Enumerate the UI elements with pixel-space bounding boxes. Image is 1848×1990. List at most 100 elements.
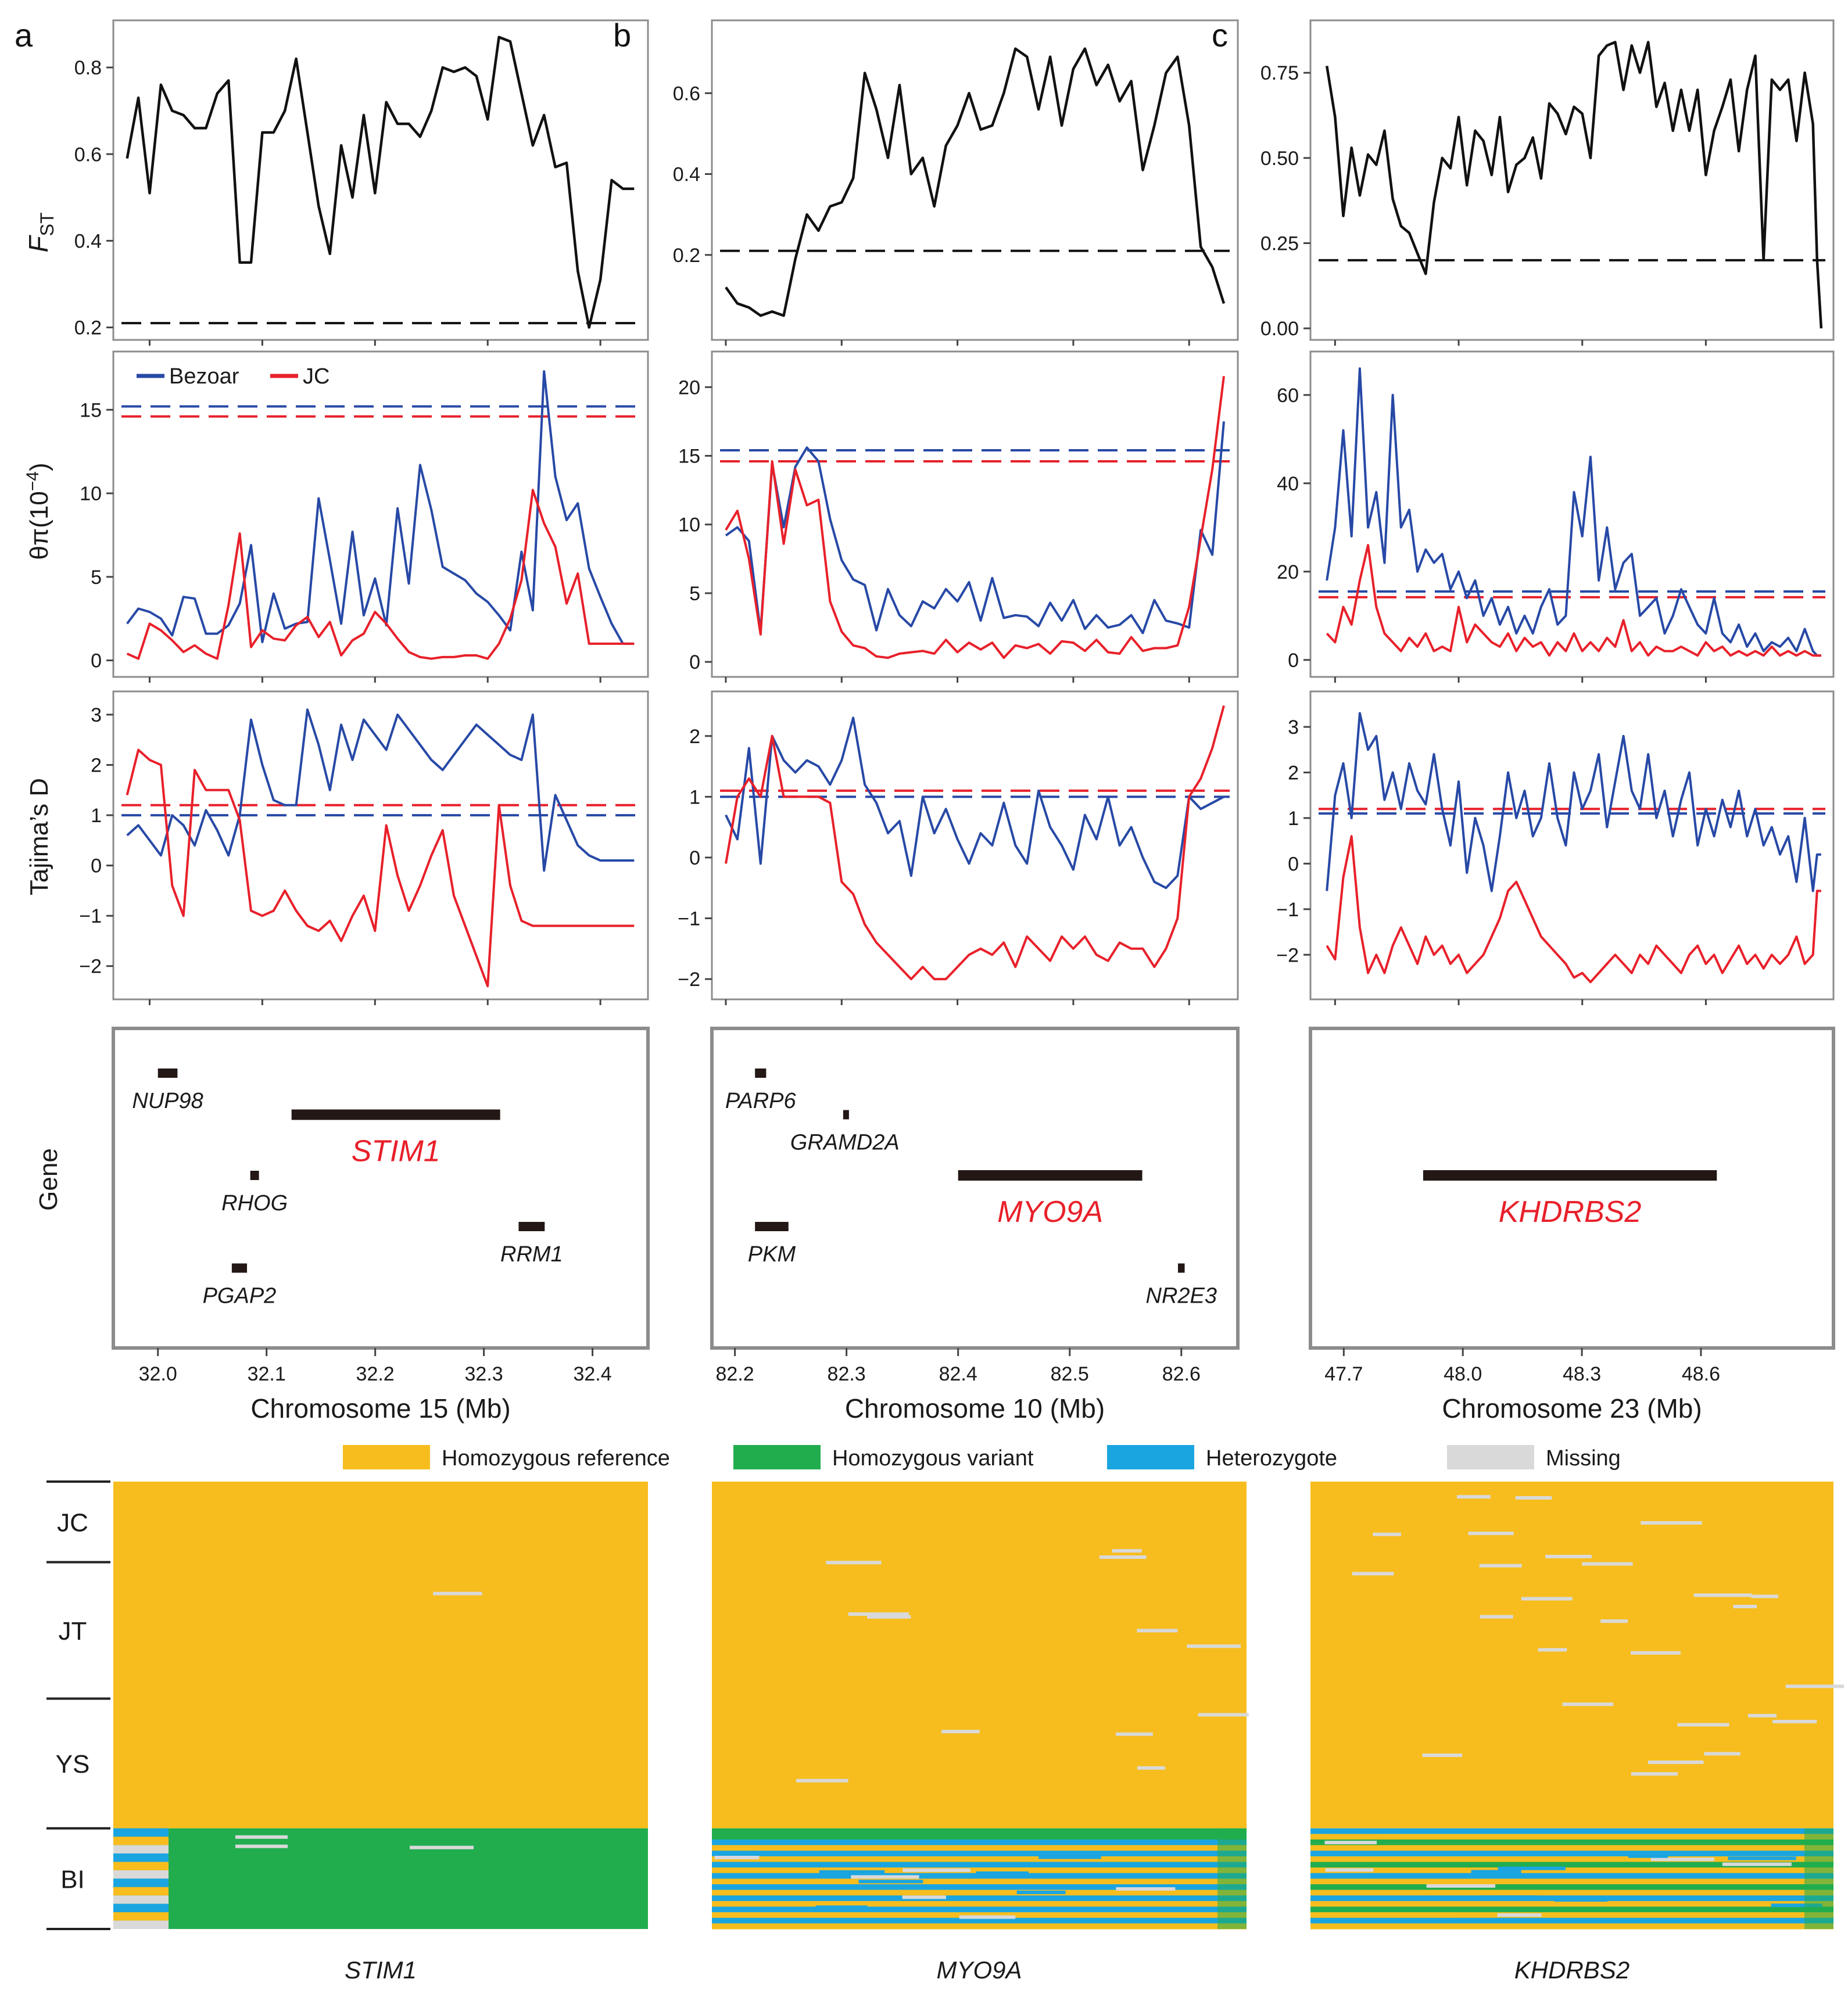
heatmap-gene-label: KHDRBS2 (1514, 1956, 1629, 1984)
missing-speck (1373, 1532, 1401, 1536)
missing-speck (1352, 1572, 1394, 1576)
bi-stripe (113, 1903, 169, 1913)
y-tick-label: −2 (1276, 944, 1299, 966)
heatmap-khdrbs2: KHDRBS2 (1310, 1482, 1844, 1984)
y-tick-label: 20 (678, 377, 700, 399)
bi-speck (1554, 1898, 1608, 1902)
y-tick-label: 0.8 (74, 57, 102, 79)
bi-stripe (712, 1889, 1247, 1896)
bi-speck (1016, 1890, 1066, 1894)
bi-speck (714, 1856, 760, 1860)
missing-speck (1479, 1564, 1522, 1568)
plot-frame (711, 690, 1239, 1001)
bezoar-line (126, 708, 635, 872)
bi-speck (722, 1852, 762, 1856)
bi-speck (1480, 1895, 1537, 1899)
y-tick-label: 0.75 (1260, 62, 1299, 84)
heatmap-reference-block (113, 1482, 648, 1828)
bi-stripe (1310, 1834, 1833, 1840)
bi-speck (1497, 1913, 1542, 1917)
x-tick-label: 48.3 (1563, 1363, 1601, 1385)
bi-stripe (1310, 1917, 1833, 1924)
gene-bar-pgap2 (231, 1263, 248, 1273)
bi-speck (819, 1870, 885, 1874)
missing-speck (1747, 1713, 1777, 1718)
y-tick-label: −2 (678, 969, 700, 991)
missing-speck (433, 1591, 482, 1595)
missing-speck (1631, 1772, 1678, 1776)
bi-stripe (113, 1853, 169, 1862)
heatmap-legend-label: Heterozygote (1206, 1446, 1337, 1471)
bi-stripe (1310, 1862, 1833, 1868)
bi-stripe (712, 1901, 1247, 1907)
missing-speck (1116, 1732, 1153, 1736)
missing-speck (235, 1844, 288, 1848)
gene-bar-nr2e3 (1178, 1263, 1185, 1273)
y-tick-label: 0 (689, 651, 700, 673)
heatmap-legend-label: Missing (1546, 1446, 1621, 1471)
y-tick-label: 0.2 (673, 245, 700, 267)
gene-bar-nup98 (157, 1068, 178, 1078)
missing-speck (1099, 1555, 1147, 1559)
bi-stripe (712, 1862, 1247, 1868)
bi-stripe (1310, 1878, 1833, 1885)
row-labels: FST θπ(10−4) Tajima’s D Gene (23, 213, 63, 1211)
bi-stripe (712, 1834, 1247, 1840)
y-tick-label: 5 (91, 566, 102, 589)
heatmap-reference-block (1310, 1482, 1833, 1828)
bi-stripe (113, 1878, 169, 1887)
genotype-heatmap: Homozygous reference Homozygous variant He… (46, 1445, 1844, 1984)
bi-stripe (1310, 1906, 1833, 1913)
gene-bar-rrm1 (518, 1222, 545, 1231)
bi-stripe (1310, 1867, 1833, 1874)
fst-row-label: FST (23, 213, 58, 253)
fst-line (126, 35, 635, 329)
missing-speck (1521, 1597, 1573, 1601)
y-tick-label: 3 (91, 704, 102, 726)
bi-speck (1771, 1903, 1822, 1907)
bi-stripe (712, 1851, 1247, 1857)
bi-edge-block (1804, 1828, 1833, 1929)
tajima-plot: −2 −1 0 1 2 3 (1276, 690, 1835, 1005)
gene-track: NUP98 STIM1 RHOG RRM1 PGAP2 32.0 32.1 32.2 32.3 3… (112, 1027, 650, 1424)
missing-speck (1693, 1593, 1752, 1597)
y-tick-label: −1 (1276, 899, 1299, 921)
fst-plot: 0.2 0.4 0.6 0.8 (74, 19, 649, 346)
missing-speck (1137, 1629, 1178, 1633)
heatmap-legend-swatch (733, 1445, 821, 1469)
bi-stripe (712, 1923, 1247, 1930)
gene-frame (1309, 1027, 1835, 1350)
bezoar-line (1326, 712, 1821, 892)
gene-frame (112, 1027, 650, 1350)
bi-speck (858, 1880, 923, 1884)
bi-stripe (1310, 1901, 1833, 1907)
y-tick-label: 0 (1288, 853, 1299, 875)
bi-stripe (712, 1884, 1247, 1891)
bi-variant-block (113, 1828, 648, 1929)
plot-frame (1309, 690, 1835, 1001)
y-tick-label: 0 (1288, 650, 1299, 672)
heatmap-myo9a: MYO9A (712, 1482, 1249, 1984)
y-tick-label: 0 (91, 855, 102, 877)
bi-stripe (113, 1920, 169, 1929)
y-tick-label: 15 (678, 446, 700, 468)
missing-speck (1456, 1495, 1491, 1499)
bi-speck (902, 1868, 970, 1872)
bi-stripe (1310, 1889, 1833, 1896)
bi-stripe (712, 1845, 1247, 1851)
y-tick-label: 0.4 (74, 230, 102, 252)
missing-speck (796, 1779, 848, 1783)
bi-speck (1498, 1866, 1566, 1870)
missing-speck (848, 1612, 909, 1616)
y-tick-label: 0.4 (673, 164, 700, 186)
jc-line (725, 705, 1225, 981)
bi-stripe (1310, 1856, 1833, 1862)
bi-speck (1426, 1884, 1496, 1888)
y-tick-label: 0.6 (74, 144, 102, 166)
group-label-bi: BI (60, 1865, 85, 1894)
group-label-ys: YS (56, 1750, 90, 1779)
y-tick-label: 1 (1288, 808, 1299, 830)
missing-speck (1641, 1521, 1702, 1525)
panel-label: b (613, 17, 631, 53)
missing-speck (1704, 1752, 1740, 1756)
